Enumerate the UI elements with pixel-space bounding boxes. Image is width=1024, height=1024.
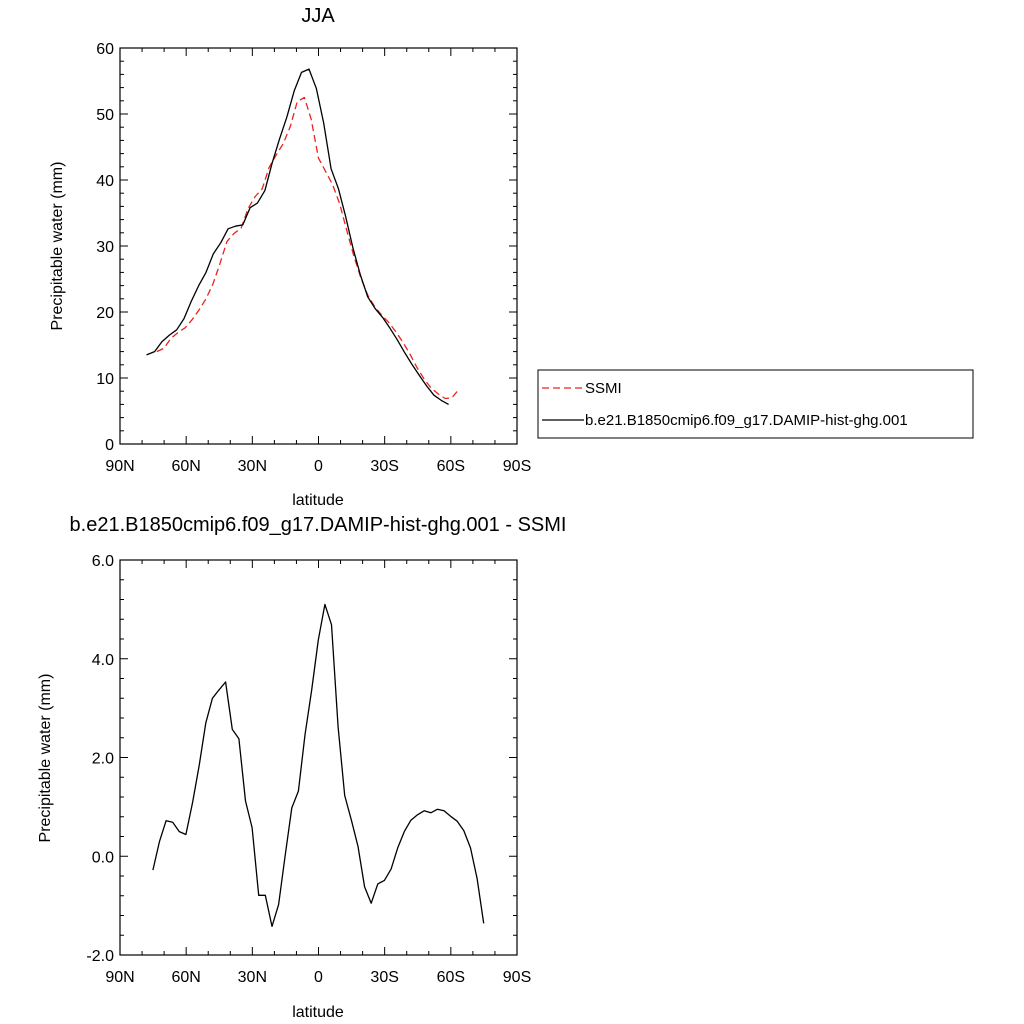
- top-y-tick-label: 10: [96, 371, 114, 388]
- top-x-tick-label: 30N: [238, 458, 267, 475]
- bottom-axis-ticks: 90N 60N 30N 0 30S 60S 90S -2.0 0.0 2.0 4.0 6.0: [86, 553, 531, 986]
- top-chart-title: JJA: [301, 5, 335, 27]
- top-x-tick-label: 60S: [437, 458, 465, 475]
- top-x-tick-label: 0: [314, 458, 323, 475]
- top-line-chart: JJA 90N 60N 30N 0 30S 60S 90S 0 10 20 30 40 50 60 lat…: [49, 5, 531, 509]
- top-series-line-model: [146, 68, 449, 405]
- top-y-tick-label: 30: [96, 239, 114, 256]
- bottom-series-line-difference: [152, 603, 485, 928]
- bottom-plot-frame: [119, 559, 518, 956]
- top-x-tick-label: 90N: [105, 458, 134, 475]
- bottom-y-tick-label: 4.0: [92, 652, 114, 669]
- bottom-x-tick-label: 90N: [105, 969, 134, 986]
- bottom-x-axis-label: latitude: [292, 1004, 344, 1021]
- top-x-tick-label: 90S: [503, 458, 531, 475]
- top-y-tick-label: 50: [96, 107, 114, 124]
- top-plot-frame: [119, 47, 518, 445]
- bottom-y-axis-label: Precipitable water (mm): [37, 674, 54, 843]
- top-y-tick-label: 60: [96, 41, 114, 58]
- bottom-x-tick-label: 60S: [437, 969, 465, 986]
- top-y-axis-label: Precipitable water (mm): [49, 162, 66, 331]
- bottom-x-tick-label: 60N: [171, 969, 200, 986]
- top-y-tick-label: 40: [96, 173, 114, 190]
- top-x-axis-label: latitude: [292, 492, 344, 509]
- top-y-tick-label: 0: [105, 437, 114, 454]
- top-y-tick-label: 20: [96, 305, 114, 322]
- bottom-y-tick-label: 0.0: [92, 849, 114, 866]
- bottom-chart-title: b.e21.B1850cmip6.f09_g17.DAMIP-hist-ghg.…: [70, 514, 567, 536]
- bottom-x-tick-label: 30N: [238, 969, 267, 986]
- bottom-x-tick-label: 0: [314, 969, 323, 986]
- bottom-x-tick-label: 30S: [370, 969, 398, 986]
- top-series-layer: [146, 68, 460, 405]
- top-x-tick-label: 30S: [370, 458, 398, 475]
- legend-label-ssmi: SSMI: [585, 380, 622, 397]
- bottom-x-tick-label: 90S: [503, 969, 531, 986]
- legend: SSMI b.e21.B1850cmip6.f09_g17.DAMIP-hist…: [537, 369, 974, 439]
- legend-box: [537, 369, 974, 439]
- bottom-y-tick-label: 6.0: [92, 553, 114, 570]
- bottom-difference-chart: b.e21.B1850cmip6.f09_g17.DAMIP-hist-ghg.…: [37, 514, 566, 1021]
- bottom-y-tick-label: 2.0: [92, 751, 114, 768]
- bottom-series-layer: [152, 603, 485, 928]
- top-series-line-ssmi: [156, 96, 460, 400]
- bottom-y-tick-label: -2.0: [86, 948, 114, 965]
- top-axis-ticks: 90N 60N 30N 0 30S 60S 90S 0 10 20 30 40 50 60: [96, 41, 531, 475]
- legend-label-model: b.e21.B1850cmip6.f09_g17.DAMIP-hist-ghg.…: [585, 412, 908, 429]
- top-x-tick-label: 60N: [171, 458, 200, 475]
